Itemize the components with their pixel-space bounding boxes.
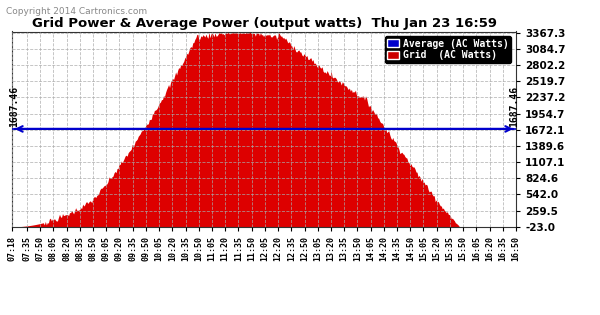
Legend: Average (AC Watts), Grid  (AC Watts): Average (AC Watts), Grid (AC Watts) bbox=[385, 36, 511, 63]
Text: 1687.46: 1687.46 bbox=[9, 86, 19, 127]
Text: Copyright 2014 Cartronics.com: Copyright 2014 Cartronics.com bbox=[6, 7, 147, 16]
Title: Grid Power & Average Power (output watts)  Thu Jan 23 16:59: Grid Power & Average Power (output watts… bbox=[32, 17, 497, 30]
Text: 1687.46: 1687.46 bbox=[509, 86, 519, 127]
